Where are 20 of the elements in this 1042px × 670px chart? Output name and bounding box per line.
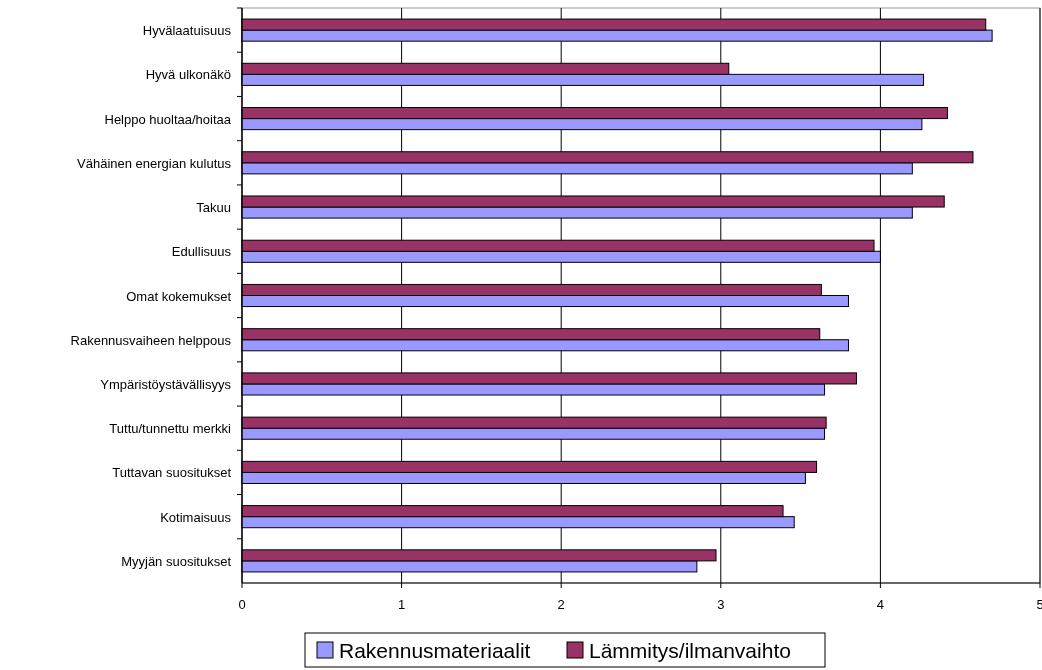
y-tick-label: Ympäristöystävällisyys — [100, 376, 232, 392]
y-tick-label: Kotimaisuus — [160, 509, 232, 525]
y-tick-label: Myyjän suositukset — [121, 553, 232, 569]
y-tick-label: Vähäinen energian kulutus — [77, 155, 232, 171]
x-tick-label: 2 — [557, 597, 565, 612]
y-tick-label: Helppo huoltaa/hoitaa — [104, 111, 232, 127]
x-tick-label: 4 — [876, 597, 885, 612]
y-tick-label: Tuttu/tunnettu merkki — [109, 421, 232, 437]
y-tick-label: Edullisuus — [171, 244, 232, 260]
y-tick-label: Omat kokemukset — [126, 288, 232, 304]
x-tick-label: 3 — [717, 597, 725, 612]
y-tick-label: Hyvälaatuisuus — [142, 23, 232, 39]
x-tick-label: 1 — [397, 597, 406, 612]
x-tick-label: 0 — [238, 597, 246, 612]
y-tick-label: Takuu — [196, 200, 231, 216]
y-tick-label: Hyvä ulkonäkö — [145, 67, 231, 83]
legend-label: Rakennusmateriaalit — [339, 639, 531, 662]
legend-label: Lämmitys/ilmanvaihto — [589, 639, 791, 662]
y-tick-label: Tuttavan suositukset — [112, 465, 232, 481]
y-tick-label: Rakennusvaiheen helppous — [70, 332, 232, 348]
